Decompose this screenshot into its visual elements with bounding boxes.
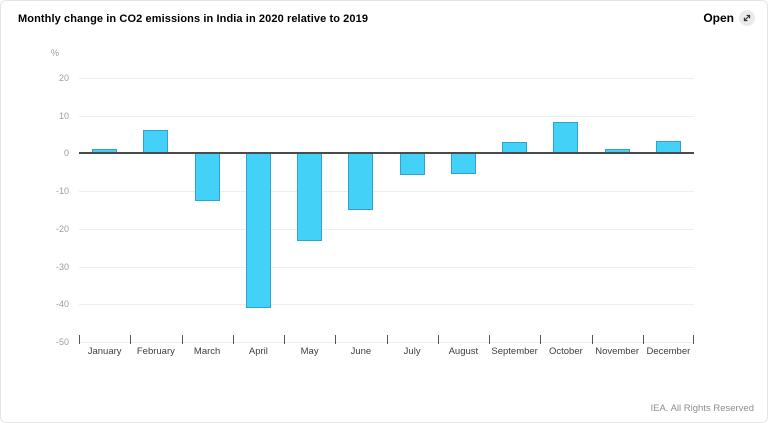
x-axis-category-label: November [595,346,640,357]
bar-august[interactable] [450,153,476,174]
x-axis-tick [335,335,337,344]
plot-area [79,78,694,344]
y-axis-tick-label: -50 [55,337,69,347]
x-axis-labels: January February March April May June July Augu… [79,346,694,357]
expand-diagonal-arrow-icon [739,10,755,26]
gridline [79,266,694,268]
x-axis-category-label: April [248,346,268,357]
x-axis-category-label: January [87,346,122,357]
y-axis-tick-label: -10 [55,186,69,197]
x-axis-tick [591,335,593,344]
x-axis-tick [540,335,542,344]
bar-march[interactable] [194,153,220,201]
y-axis-tick-label: -40 [55,299,69,310]
gridline [79,304,694,306]
gridline [79,191,694,193]
bar-february[interactable] [143,130,169,154]
bar-april[interactable] [245,153,271,309]
y-axis-unit-label: % [50,48,59,58]
x-axis-category-label: October [548,346,583,357]
x-axis-tick [181,335,183,344]
y-axis-tick-label: 0 [63,148,69,159]
x-axis-tick [437,335,439,344]
bar-july[interactable] [399,153,425,175]
x-axis-tick [284,335,285,344]
zero-baseline [79,152,694,155]
x-axis-tick [386,335,388,344]
gridline [79,228,694,230]
x-axis-category-label: February [136,346,175,357]
x-axis-tick [693,335,694,344]
x-axis-tick [232,335,234,344]
x-axis-category-label: March [193,346,221,357]
x-axis-category-label: December [646,346,691,357]
x-axis-category-label: July [403,346,421,357]
x-axis-tick [130,335,132,344]
y-axis-tick-label: 20 [58,73,69,83]
x-axis-category-label: August [448,346,479,357]
bar-october[interactable] [553,121,579,154]
bar-may[interactable] [297,153,323,241]
x-axis-tick [489,335,490,344]
x-axis-tick [642,335,644,344]
x-axis-category-label: September [491,346,538,357]
y-axis-tick-label: 10 [58,110,69,121]
y-axis-tick-label: -20 [55,223,69,234]
x-axis-tick [79,335,80,344]
x-axis-category-label: June [350,346,372,357]
x-axis-category-label: May [300,346,319,357]
copyright-attribution: IEA. All Rights Reserved [650,403,755,414]
gridline [79,78,694,79]
bar-june[interactable] [348,153,374,211]
y-axis-tick-label: -30 [55,261,69,272]
chart-title: Monthly change in CO2 emissions in India… [18,13,369,25]
open-button[interactable]: Open [703,10,755,26]
gridline [79,115,694,117]
open-button-label: Open [703,11,734,25]
